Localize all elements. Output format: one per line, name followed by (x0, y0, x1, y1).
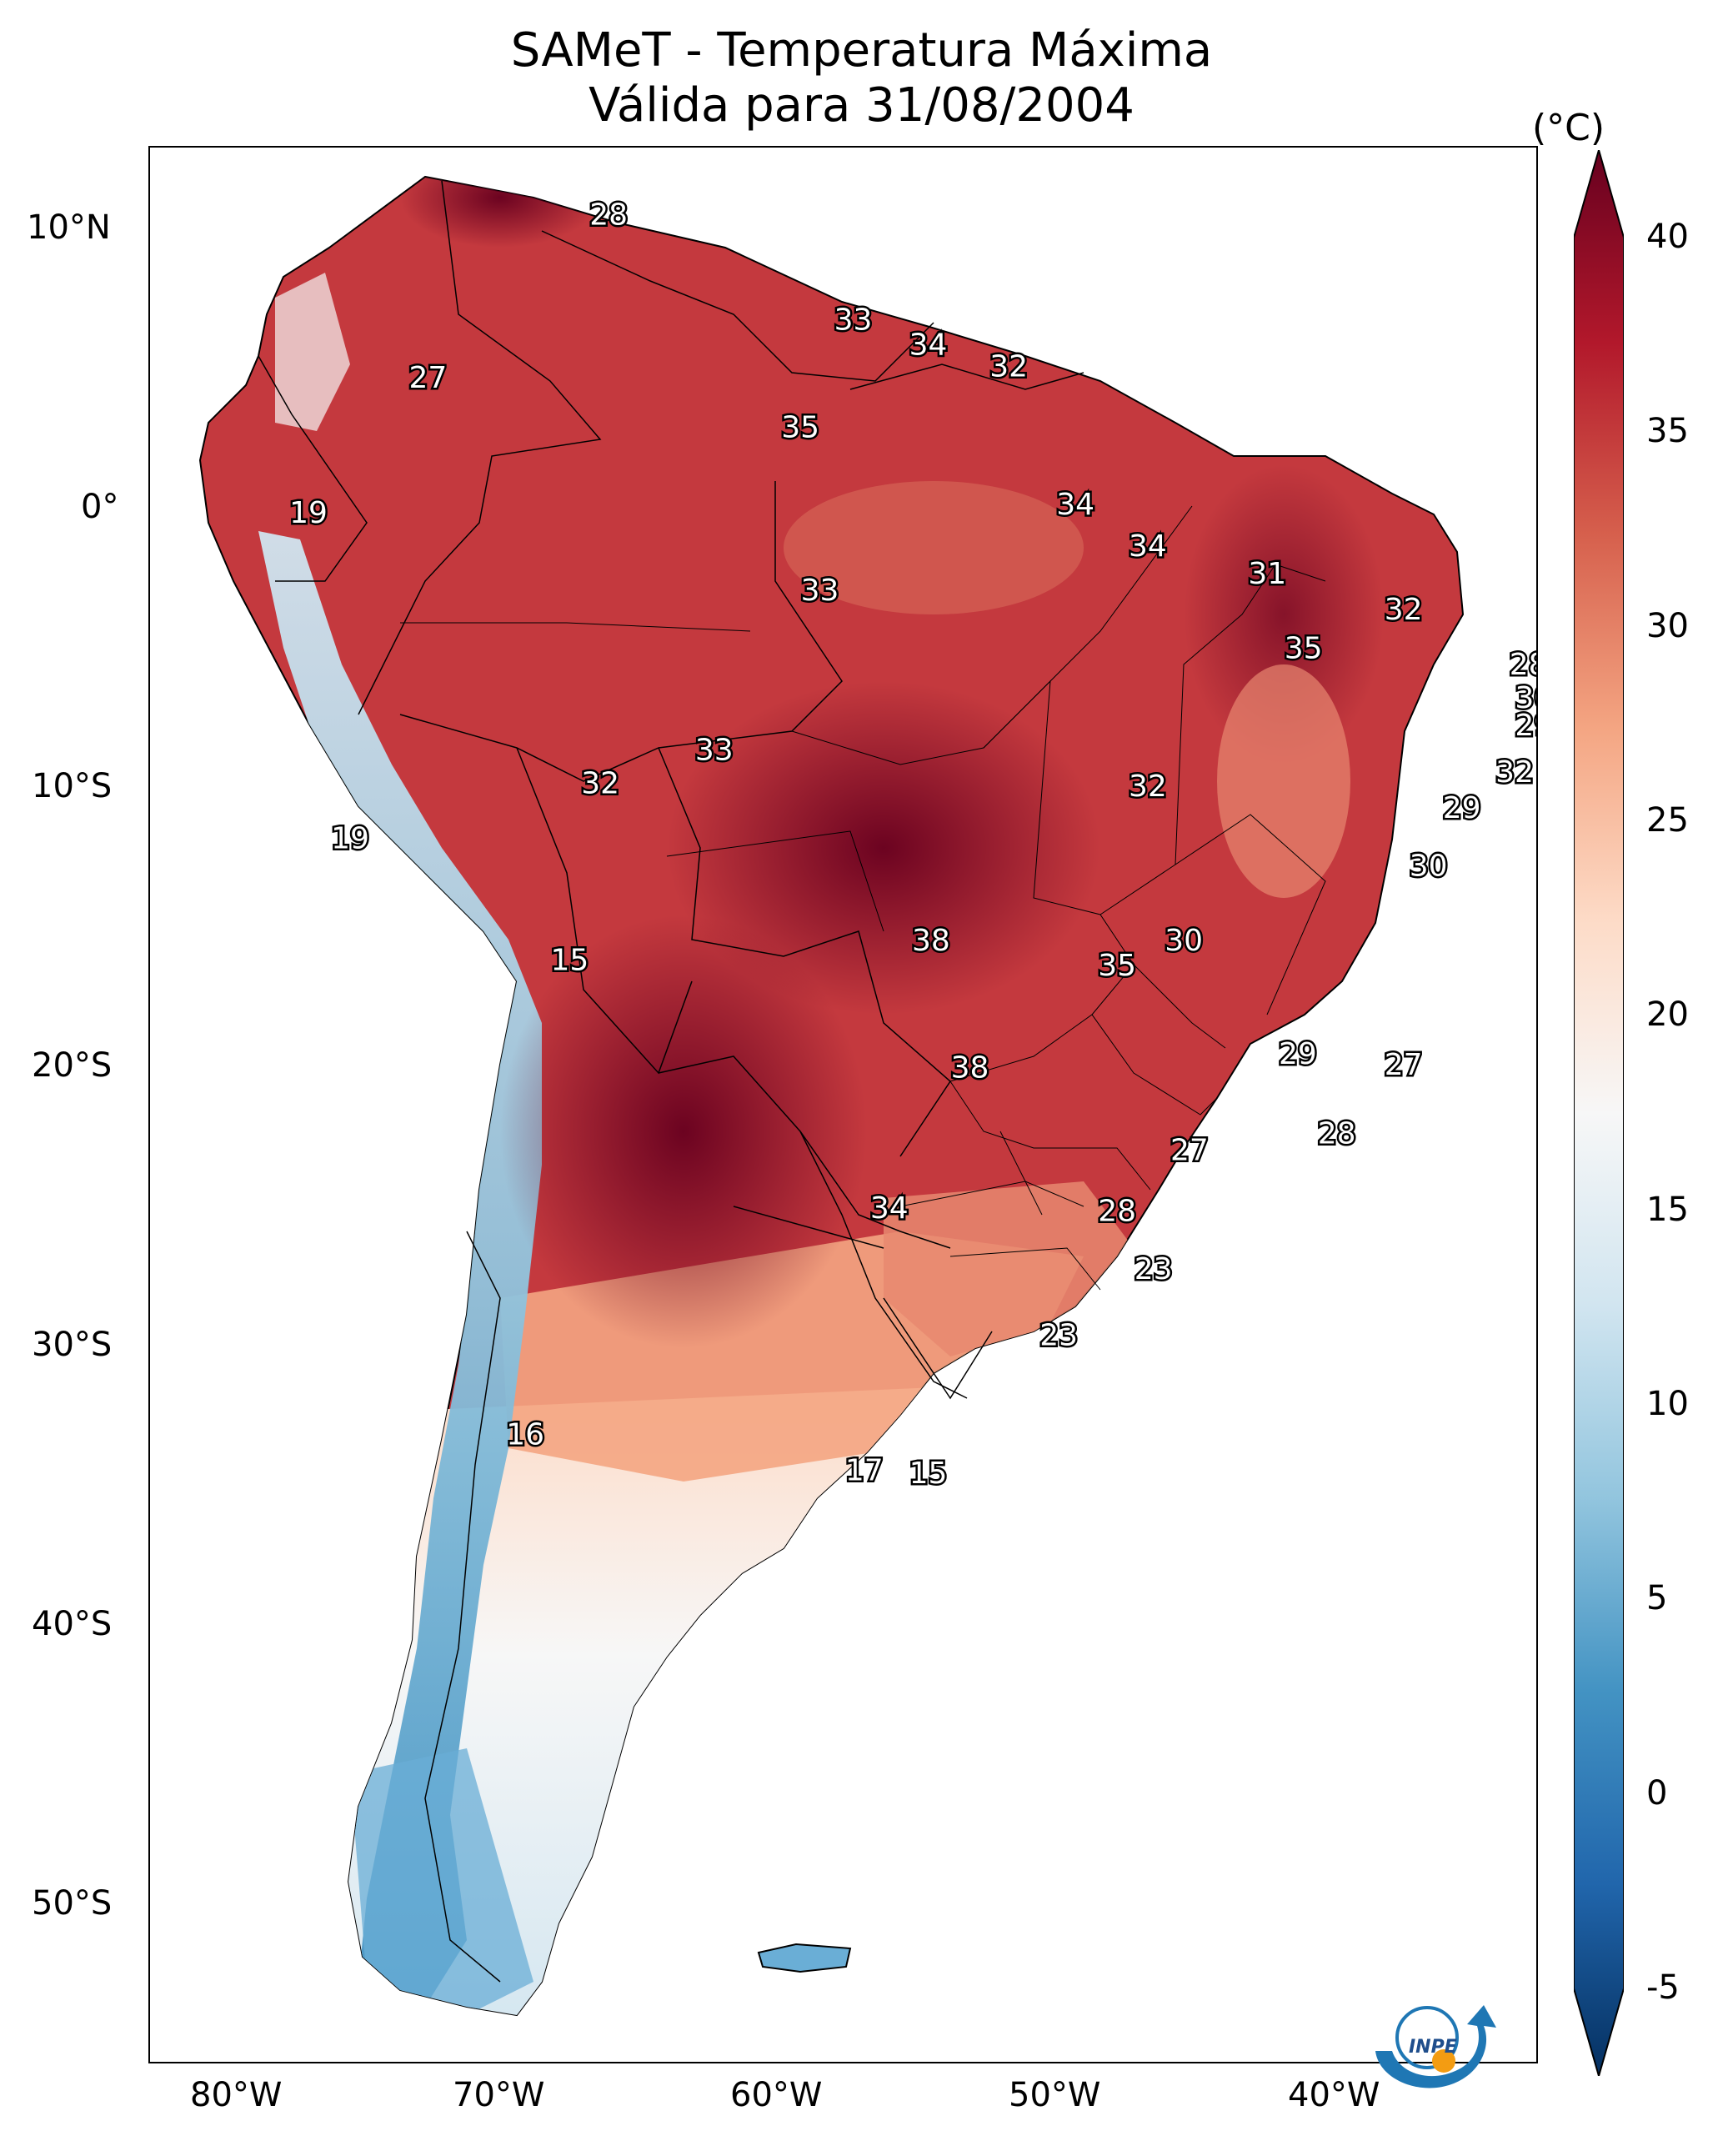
contour-label: 34 (909, 328, 948, 362)
lon-label-80w: 80°W (190, 2076, 283, 2114)
colorbar-tick-35: 35 (1646, 412, 1689, 450)
colorbar-tick-15: 15 (1646, 1191, 1689, 1229)
colorbar-tick-minus5: -5 (1646, 1968, 1680, 2007)
contour-label: 31 (1248, 557, 1286, 591)
contour-label: 32 (581, 767, 619, 801)
contour-label: 29 (1443, 791, 1481, 825)
contour-label: 27 (1170, 1134, 1209, 1168)
hotspot-central (667, 681, 1100, 1015)
contour-label: 30 (1515, 681, 1538, 715)
contour-label: 38 (912, 924, 950, 958)
colorbar-tick-30: 30 (1646, 607, 1689, 645)
contour-label: 19 (331, 822, 369, 856)
lat-label-10n: 10°N (27, 208, 111, 247)
lat-label-30s: 30°S (32, 1326, 113, 1364)
contour-label: 33 (695, 734, 734, 768)
colorbar-tick-10: 10 (1646, 1385, 1689, 1423)
logo-orb (1395, 2006, 1459, 2069)
falkland-islands (757, 1943, 852, 1973)
hotspot-chaco (500, 915, 867, 1348)
contour-label: 38 (951, 1050, 989, 1085)
coolspot-bahia (1217, 664, 1350, 898)
contour-label: 15 (909, 1457, 948, 1491)
contour-labels: 2833343227351934343133323528302933323232… (288, 196, 1538, 1492)
lon-label-60w: 60°W (730, 2076, 823, 2114)
south-brazil-warm-zone (884, 1181, 1134, 1356)
colorbar-unit: (°C) (1532, 107, 1605, 149)
contour-label: 33 (834, 303, 873, 338)
southern-cool-zone (200, 1381, 1150, 2015)
map-frame: 2833343227351934343133323528302933323232… (148, 146, 1538, 2063)
contour-label: 29 (1279, 1037, 1317, 1071)
contour-label: 33 (801, 574, 839, 608)
contour-label: 34 (1129, 529, 1167, 564)
contour-label: 30 (1165, 924, 1203, 958)
contour-label: 16 (506, 1418, 544, 1452)
contour-label: 19 (289, 496, 328, 530)
contour-label: 32 (1129, 770, 1167, 804)
contour-label: 23 (1039, 1318, 1078, 1352)
contour-label: 35 (1285, 631, 1323, 665)
lon-label-50w: 50°W (1009, 2076, 1101, 2114)
logo-swoosh (1375, 2005, 1496, 2088)
lat-label-0: 0° (81, 488, 119, 526)
lat-label-40s: 40°S (32, 1605, 113, 1643)
contour-label: 28 (1098, 1194, 1136, 1228)
contour-label: 29 (1515, 709, 1538, 743)
lon-label-70w: 70°W (453, 2076, 545, 2114)
patagonia-cold-zone (350, 1748, 533, 2015)
map-title: SAMeT - Temperatura Máxima Válida para 3… (0, 23, 1723, 133)
colorbar-tick-5: 5 (1646, 1579, 1668, 1617)
colorbar (1574, 150, 1624, 2076)
lat-label-20s: 20°S (32, 1046, 113, 1085)
andes-cold-band (258, 531, 542, 2007)
country-borders (258, 180, 1084, 1983)
colombian-andes-cool (275, 273, 350, 431)
contour-label: 28 (1318, 1117, 1356, 1151)
lon-label-40w: 40°W (1288, 2076, 1380, 2114)
contour-label: 32 (1385, 593, 1423, 627)
contour-label: 35 (781, 411, 819, 445)
contour-label: 28 (589, 198, 628, 233)
inpe-logo: INPE (1375, 2005, 1496, 2088)
colorbar-tick-0: 0 (1646, 1774, 1668, 1813)
title-line-1: SAMeT - Temperatura Máxima (510, 23, 1213, 78)
map-canvas: 2833343227351934343133323528302933323232… (198, 175, 1538, 2017)
contour-label: 23 (1134, 1252, 1173, 1286)
colorbar-tick-40: 40 (1646, 218, 1689, 256)
coolspot-amazon (784, 481, 1084, 614)
lat-label-50s: 50°S (32, 1884, 113, 1923)
contour-label: 35 (1098, 949, 1136, 983)
logo-sun (1432, 2049, 1455, 2073)
contour-label: 27 (1385, 1048, 1423, 1082)
contour-label: 27 (408, 361, 447, 395)
contour-label: 15 (550, 943, 589, 977)
contour-label: 30 (1410, 850, 1448, 884)
title-line-2: Válida para 31/08/2004 (589, 78, 1134, 133)
contour-label: 34 (870, 1191, 909, 1226)
logo-text: INPE (1409, 2037, 1457, 2058)
hotspot-north (400, 177, 600, 248)
colorbar-tick-20: 20 (1646, 995, 1689, 1034)
state-borders (400, 505, 1326, 1291)
colorbar-gradient (1574, 150, 1624, 2076)
lat-label-10s: 10°S (32, 767, 113, 805)
contour-label: 28 (1510, 648, 1538, 682)
contour-label: 32 (989, 350, 1028, 384)
contour-label: 32 (1495, 755, 1534, 790)
contour-label: 34 (1056, 488, 1094, 522)
hotspot-northeast (1184, 464, 1384, 765)
contour-label: 17 (845, 1454, 884, 1488)
colorbar-tick-25: 25 (1646, 801, 1689, 840)
